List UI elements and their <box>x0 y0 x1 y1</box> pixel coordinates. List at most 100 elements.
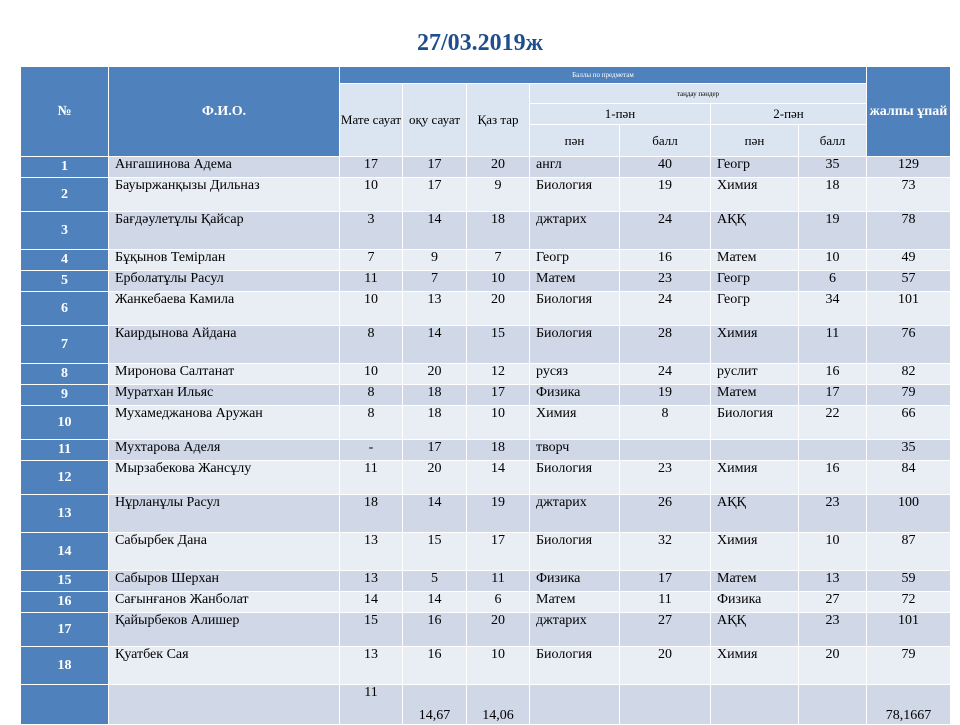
table-row: 1 Ангашинова Адема 17 17 20 англ 40 Геог… <box>20 156 951 178</box>
elective-1-subject: Физика <box>529 384 620 406</box>
total-score: 84 <box>866 460 951 495</box>
elective-2-subject: Матем <box>710 249 799 271</box>
elective-1-score: 8 <box>619 405 711 440</box>
row-number: 2 <box>20 177 109 212</box>
history-score: 10 <box>466 405 530 440</box>
row-number: 12 <box>20 460 109 495</box>
row-number: 15 <box>20 570 109 592</box>
elective-1-subject: джтарих <box>529 612 620 647</box>
student-name: Жанкебаева Камила <box>108 291 340 326</box>
total-score: 76 <box>866 325 951 364</box>
elective-2-score: 10 <box>798 249 867 271</box>
elective-1-subject: Биология <box>529 646 620 685</box>
elective-2-subject: Химия <box>710 177 799 212</box>
student-name <box>108 684 340 725</box>
elective-1-score: 20 <box>619 646 711 685</box>
table-row: 17 Қайырбеков Алишер 15 16 20 джтарих 27… <box>20 612 951 647</box>
elective-2-score: 17 <box>798 384 867 406</box>
table-row: 10 Мухамеджанова Аружан 8 18 10 Химия 8 … <box>20 405 951 440</box>
row-number: 6 <box>20 291 109 326</box>
total-score: 72 <box>866 591 951 613</box>
elective-1-score: 11 <box>619 591 711 613</box>
reading-literacy-score: 14 <box>402 591 467 613</box>
reading-literacy-score: 7 <box>402 270 467 292</box>
header-subject-1: 1-пән <box>529 103 711 125</box>
math-literacy-score: 11 <box>339 460 403 495</box>
elective-2-score <box>798 439 867 461</box>
elective-2-subject: Матем <box>710 570 799 592</box>
history-score: 19 <box>466 494 530 533</box>
elective-1-subject: Физика <box>529 570 620 592</box>
history-score: 10 <box>466 270 530 292</box>
header-elective-group: таңдау пәндер <box>529 83 867 104</box>
math-average: 11 <box>339 684 403 725</box>
row-number: 1 <box>20 156 109 178</box>
math-literacy-score: 10 <box>339 177 403 212</box>
reading-literacy-score: 5 <box>402 570 467 592</box>
history-score: 7 <box>466 249 530 271</box>
elective-1-score: 19 <box>619 384 711 406</box>
elective-1-score: 23 <box>619 460 711 495</box>
elective-1-score: 27 <box>619 612 711 647</box>
student-name: Мырзабекова Жансұлу <box>108 460 340 495</box>
student-name: Қуатбек Сая <box>108 646 340 685</box>
elective-2-score: 16 <box>798 363 867 385</box>
elective-1-score: 32 <box>619 532 711 571</box>
table-row: 3 Бағдәулетұлы Қайсар 3 14 18 джтарих 24… <box>20 211 951 250</box>
header-scores-group: Баллы по предметам <box>339 66 867 84</box>
row-number: 8 <box>20 363 109 385</box>
math-literacy-score: 3 <box>339 211 403 250</box>
elective-1-subject <box>529 684 620 725</box>
total-score: 79 <box>866 646 951 685</box>
header-subject-2-score: балл <box>798 124 867 157</box>
header-no: № <box>20 66 109 157</box>
student-name: Миронова Салтанат <box>108 363 340 385</box>
student-name: Сабыров Шерхан <box>108 570 340 592</box>
elective-2-score: 18 <box>798 177 867 212</box>
elective-2-score: 34 <box>798 291 867 326</box>
elective-2-score <box>798 684 867 725</box>
reading-literacy-score: 16 <box>402 646 467 685</box>
row-number: 10 <box>20 405 109 440</box>
table-row: 11 Мухтарова Аделя - 17 18 творч 35 <box>20 439 951 461</box>
reading-literacy-score: 18 <box>402 405 467 440</box>
history-score: 14 <box>466 460 530 495</box>
elective-2-subject: руслит <box>710 363 799 385</box>
history-score: 9 <box>466 177 530 212</box>
total-score: 57 <box>866 270 951 292</box>
elective-2-subject: АҚҚ <box>710 612 799 647</box>
elective-2-score: 27 <box>798 591 867 613</box>
row-number: 11 <box>20 439 109 461</box>
row-number: 9 <box>20 384 109 406</box>
total-score: 87 <box>866 532 951 571</box>
elective-2-subject: Геогр <box>710 270 799 292</box>
student-name: Мухтарова Аделя <box>108 439 340 461</box>
math-literacy-score: 8 <box>339 325 403 364</box>
history-score: 20 <box>466 291 530 326</box>
elective-1-subject: Биология <box>529 177 620 212</box>
elective-2-subject: Химия <box>710 460 799 495</box>
history-score: 20 <box>466 612 530 647</box>
row-number: 5 <box>20 270 109 292</box>
math-literacy-score: 13 <box>339 570 403 592</box>
elective-2-subject: Химия <box>710 532 799 571</box>
history-score: 10 <box>466 646 530 685</box>
elective-1-subject: джтарих <box>529 494 620 533</box>
history-score: 20 <box>466 156 530 178</box>
elective-2-score: 23 <box>798 494 867 533</box>
math-literacy-score: 8 <box>339 384 403 406</box>
elective-1-score: 26 <box>619 494 711 533</box>
reading-literacy-score: 17 <box>402 156 467 178</box>
row-number: 4 <box>20 249 109 271</box>
total-score: 79 <box>866 384 951 406</box>
elective-1-score <box>619 439 711 461</box>
table-row: 16 Сағынғанов Жанболат 14 14 6 Матем 11 … <box>20 591 951 613</box>
table-row: 14 Сабырбек Дана 13 15 17 Биология 32 Хи… <box>20 532 951 571</box>
row-number: 7 <box>20 325 109 364</box>
elective-1-subject: англ <box>529 156 620 178</box>
reading-literacy-score: 14 <box>402 211 467 250</box>
math-literacy-score: 18 <box>339 494 403 533</box>
reading-literacy-score: 16 <box>402 612 467 647</box>
elective-1-subject: Биология <box>529 325 620 364</box>
elective-2-subject: Матем <box>710 384 799 406</box>
